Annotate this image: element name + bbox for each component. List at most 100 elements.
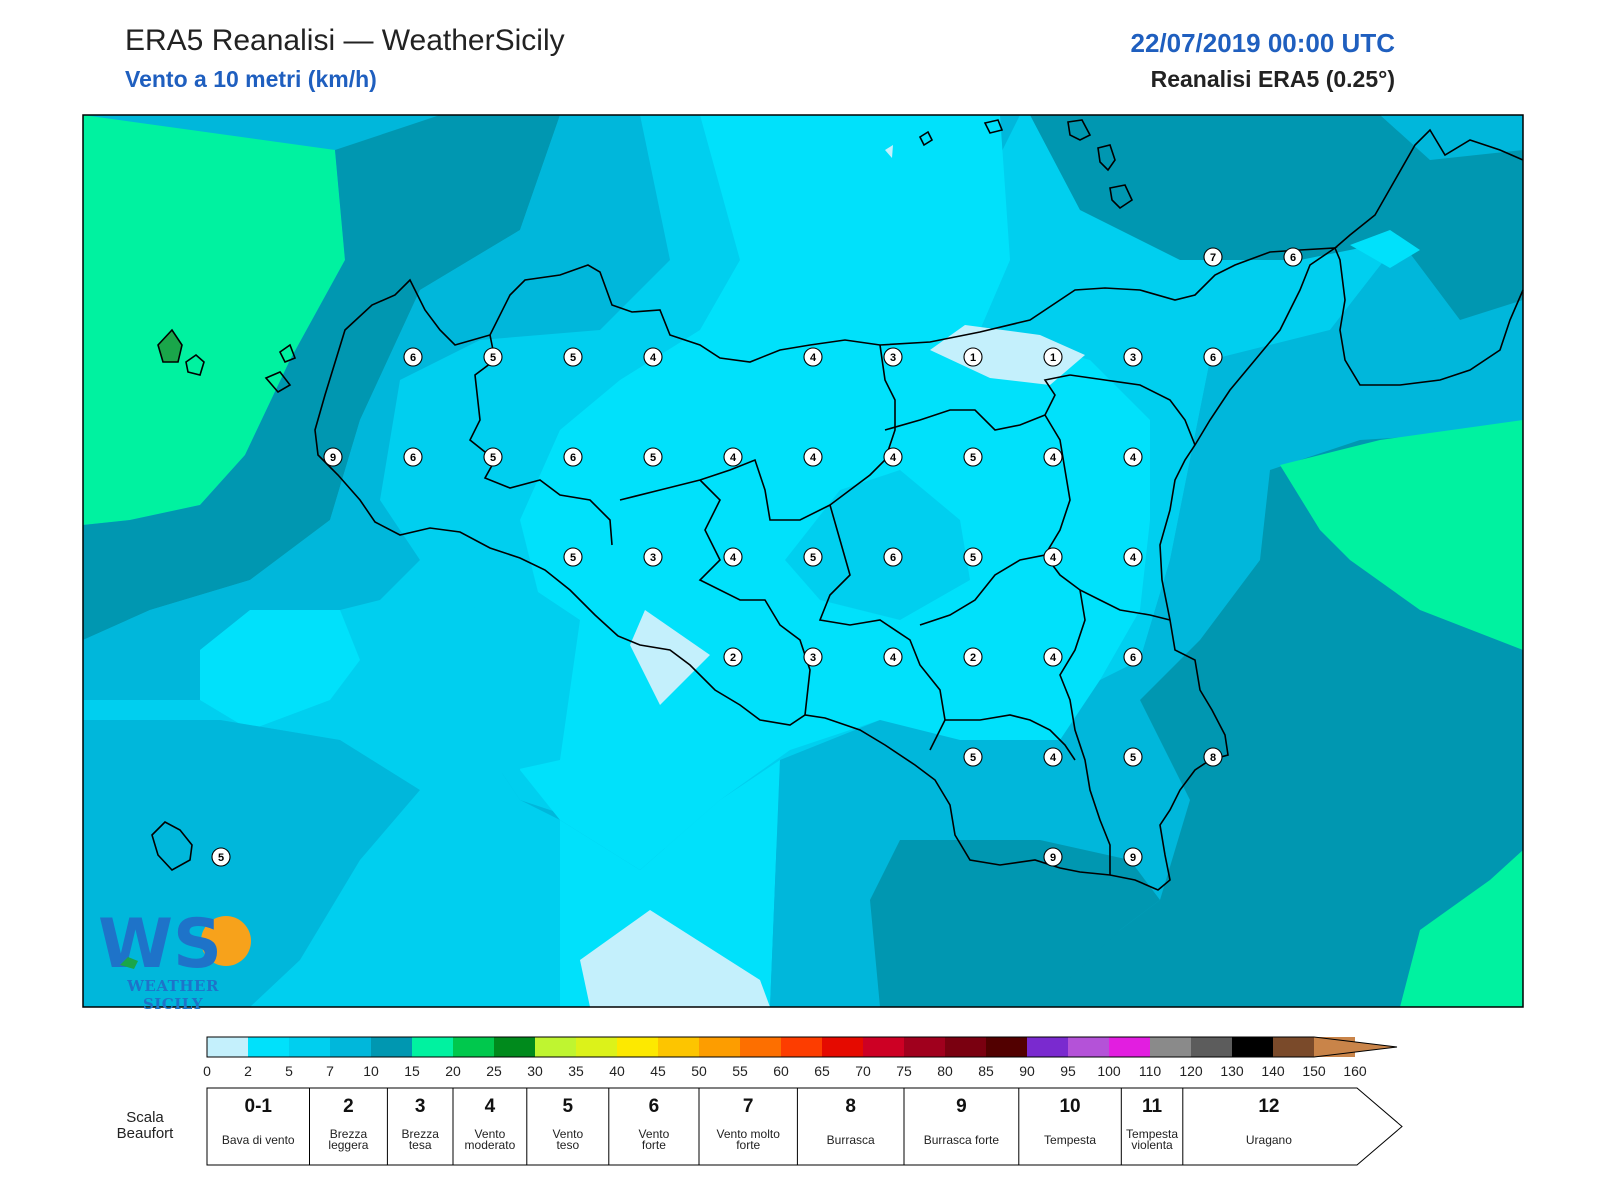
station-value: 7 <box>1210 252 1216 264</box>
station-circle <box>1043 347 1063 367</box>
beaufort-number: 0-1 <box>245 1096 273 1117</box>
colorbar-segment <box>1273 1037 1314 1057</box>
colorbar-tick-label: 150 <box>1302 1063 1326 1079</box>
beaufort-name: Uragano <box>1246 1133 1292 1147</box>
station-circle <box>1043 647 1063 667</box>
station-marker: 4 <box>803 347 823 367</box>
station-marker: 3 <box>883 347 903 367</box>
colorbar-segment <box>248 1037 289 1057</box>
station-value: 9 <box>1130 852 1136 864</box>
colorbar-tick-label: 2 <box>244 1063 252 1079</box>
station-values: 6 5 5 4 4 3 1 1 3 6 9 6 5 6 5 4 4 4 5 4 4 5 3 4 5 6 5 4 4 2 3 4 2 4 6 5 4 5 8 9… <box>211 247 1303 867</box>
map-subtitle: Vento a 10 metri (km/h) <box>125 66 377 92</box>
station-marker: 4 <box>883 447 903 467</box>
station-circle <box>211 847 231 867</box>
calabria-coastline <box>1334 128 1524 249</box>
station-value: 5 <box>570 552 576 564</box>
island <box>151 821 193 872</box>
logo-wordmark: WEATHER SICILY <box>127 977 219 1013</box>
map-source: Reanalisi ERA5 (0.25°) <box>1150 66 1395 92</box>
station-circle <box>883 647 903 667</box>
station-value: 5 <box>650 452 656 464</box>
station-marker: 6 <box>563 447 583 467</box>
station-circle <box>1043 747 1063 767</box>
colorbar-segment <box>412 1037 453 1057</box>
beaufort-number: 6 <box>649 1096 660 1117</box>
beaufort-number: 4 <box>485 1096 496 1117</box>
colorbar-segment <box>207 1037 248 1057</box>
station-circle <box>483 347 503 367</box>
beaufort-name-line: teso <box>556 1138 579 1152</box>
station-circle <box>1203 247 1223 267</box>
beaufort-name-line: Brezza <box>402 1127 440 1141</box>
map-title: ERA5 Reanalisi — WeatherSicily <box>125 24 565 57</box>
station-marker: 5 <box>211 847 231 867</box>
station-value: 4 <box>890 652 897 664</box>
sicily-coastline <box>314 247 1338 891</box>
logo-letters: WS <box>98 905 222 984</box>
station-value: 5 <box>570 352 576 364</box>
station-value: 5 <box>970 552 976 564</box>
colorbar-segment <box>535 1037 576 1057</box>
station-marker: 4 <box>723 447 743 467</box>
colorbar-segment <box>658 1037 699 1057</box>
station-value: 4 <box>730 452 737 464</box>
beaufort-name-line: forte <box>736 1138 760 1152</box>
station-circle <box>643 447 663 467</box>
beaufort-name-line: Vento molto <box>717 1127 781 1141</box>
station-value: 6 <box>410 452 416 464</box>
island <box>1097 144 1116 172</box>
beaufort-name-line: tesa <box>409 1138 432 1152</box>
beaufort-name-line: Brezza <box>330 1127 368 1141</box>
station-circle <box>723 547 743 567</box>
station-marker: 4 <box>1043 747 1063 767</box>
station-marker: 3 <box>803 647 823 667</box>
colorbar-segment <box>371 1037 412 1057</box>
beaufort-outline <box>206 1087 1403 1166</box>
station-value: 5 <box>218 852 224 864</box>
station-circle <box>803 547 823 567</box>
beaufort-number: 8 <box>845 1096 856 1117</box>
station-circle <box>963 647 983 667</box>
colorbar-segment <box>986 1037 1027 1057</box>
station-marker: 5 <box>1123 747 1143 767</box>
beaufort-name: Vento moderato <box>465 1127 516 1152</box>
station-marker: 1 <box>963 347 983 367</box>
station-circle <box>963 547 983 567</box>
island <box>278 343 297 364</box>
beaufort-name-line: Bava di vento <box>222 1133 295 1147</box>
weathersicily-logo: WS WEATHER SICILY <box>98 905 258 1013</box>
station-marker: 4 <box>1043 647 1063 667</box>
station-circle <box>963 347 983 367</box>
station-circle <box>803 347 823 367</box>
station-value: 6 <box>570 452 576 464</box>
station-value: 9 <box>330 452 336 464</box>
station-circle <box>563 547 583 567</box>
station-value: 4 <box>1050 552 1057 564</box>
beaufort-name-line: Uragano <box>1246 1133 1292 1147</box>
station-marker: 2 <box>723 647 743 667</box>
station-value: 5 <box>810 552 816 564</box>
colorbar-segment <box>1027 1037 1068 1057</box>
beaufort-name: Burrasca forte <box>924 1133 1000 1147</box>
station-circle <box>1043 847 1063 867</box>
colorbar-segment <box>1232 1037 1273 1057</box>
station-value: 4 <box>1050 752 1057 764</box>
map-datetime: 22/07/2019 00:00 UTC <box>1130 28 1395 58</box>
station-marker: 6 <box>403 347 423 367</box>
station-marker: 6 <box>1283 247 1303 267</box>
colorbar-segment <box>822 1037 863 1057</box>
station-marker: 5 <box>803 547 823 567</box>
station-value: 3 <box>810 652 816 664</box>
station-marker: 6 <box>403 447 423 467</box>
station-circle <box>1123 647 1143 667</box>
station-marker: 9 <box>323 447 343 467</box>
station-value: 1 <box>970 352 976 364</box>
station-value: 2 <box>730 652 736 664</box>
station-value: 3 <box>1130 352 1136 364</box>
beaufort-name: Vento forte <box>639 1127 670 1152</box>
station-marker: 9 <box>1043 847 1063 867</box>
province-boundary <box>1069 374 1196 446</box>
beaufort-number: 5 <box>563 1096 574 1117</box>
beaufort-number: 11 <box>1142 1096 1163 1117</box>
